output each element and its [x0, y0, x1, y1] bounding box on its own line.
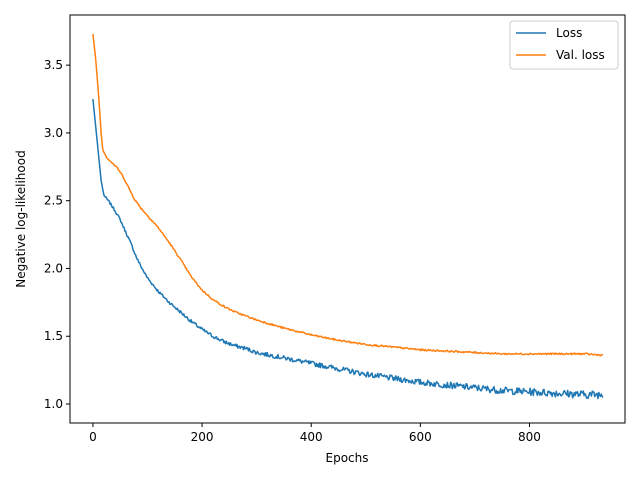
y-tick-label: 2.5 — [44, 194, 63, 208]
x-tick-label: 200 — [191, 430, 214, 444]
x-axis-label: Epochs — [326, 451, 369, 465]
x-axis-ticks: 0 200 400 600 800 — [89, 423, 541, 444]
series-line-val-loss — [92, 33, 604, 357]
y-tick-label: 3.0 — [44, 126, 63, 140]
y-tick-label: 3.5 — [44, 58, 63, 72]
x-tick-label: 800 — [518, 430, 541, 444]
y-tick-label: 2.0 — [44, 261, 63, 275]
plot-lines — [92, 33, 604, 400]
y-tick-label: 1.5 — [44, 329, 63, 343]
y-axis-ticks: 1.0 1.5 2.0 2.5 3.0 3.5 — [44, 58, 70, 411]
legend: Loss Val. loss — [509, 20, 619, 70]
x-tick-label: 600 — [409, 430, 432, 444]
y-tick-label: 1.0 — [44, 397, 63, 411]
legend-label-loss: Loss — [556, 26, 582, 40]
x-tick-label: 0 — [89, 430, 97, 444]
plot-frame — [69, 14, 626, 424]
legend-label-val-loss: Val. loss — [556, 48, 605, 62]
x-tick-label: 400 — [300, 430, 323, 444]
y-axis-label: Negative log-likelihood — [14, 150, 28, 287]
series-line-loss — [92, 98, 604, 400]
